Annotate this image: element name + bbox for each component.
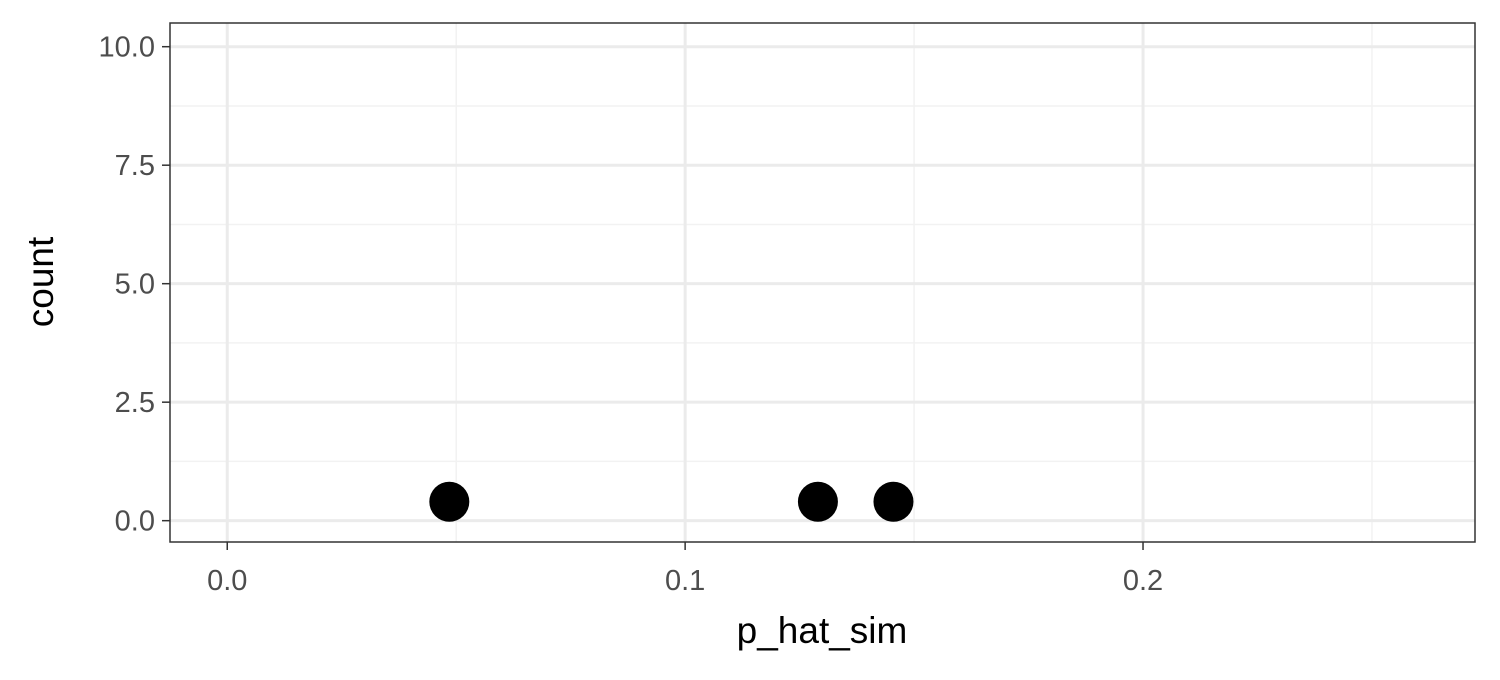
x-tick-label: 0.1 [665,565,705,597]
y-tick-label: 7.5 [115,150,155,182]
data-point [797,481,838,522]
y-axis-ticks: 0.0 2.5 5.0 7.5 10.0 [99,32,170,538]
y-tick-label: 0.0 [115,506,155,538]
panel-border [169,22,1476,543]
y-tick-label: 10.0 [99,32,155,64]
x-tick-label: 0.0 [207,565,247,597]
y-tick-label: 5.0 [115,269,155,301]
data-points [429,481,914,522]
data-point [873,481,914,522]
x-axis-title: p_hat_sim [737,610,908,651]
major-grid [170,23,1475,542]
data-point [429,481,470,522]
x-axis-ticks: 0.0 0.1 0.2 [207,542,1163,597]
y-axis-title: count [20,236,61,327]
y-tick-label: 2.5 [115,387,155,419]
x-tick-label: 0.2 [1123,565,1163,597]
minor-grid [170,23,1475,542]
